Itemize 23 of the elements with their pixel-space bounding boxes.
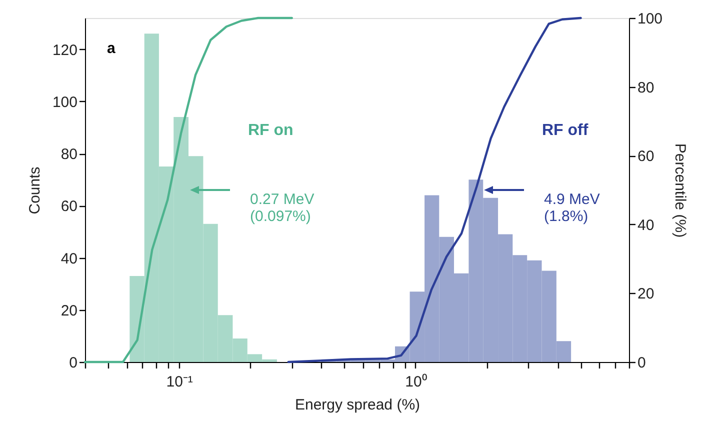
- text: RF off: [542, 122, 589, 139]
- x-tick-label: 10⁰: [405, 374, 427, 390]
- y2-tick-label: 0: [638, 354, 646, 372]
- y2-tick-label: 60: [638, 148, 654, 166]
- annotation: 4.9 MeV (1.8%): [544, 191, 600, 225]
- y2-axis-title: Percentile (%): [672, 143, 689, 238]
- annotation: a: [107, 40, 116, 57]
- y2-tick-label: 100: [638, 10, 663, 28]
- y2-tick-label: 80: [638, 79, 654, 96]
- y-axis-title: Counts: [26, 166, 44, 214]
- y-tick-label: 40: [60, 250, 78, 268]
- y-tick-label: 0: [69, 354, 78, 372]
- y-tick-label: 120: [52, 42, 78, 59]
- annotation: 0.27 MeV (0.097%): [250, 191, 314, 225]
- y-tick-label: 60: [60, 198, 78, 216]
- y-tick-label: 20: [60, 302, 78, 320]
- x-tick-label: 10⁻¹: [166, 374, 193, 390]
- y-tick-label: 80: [60, 146, 78, 164]
- y2-tick-label: 20: [638, 286, 654, 303]
- y2-tick-label: 40: [638, 216, 654, 234]
- y-tick-label: 100: [52, 94, 78, 111]
- text: RF on: [248, 122, 294, 139]
- x-axis-title: Energy spread (%): [294, 396, 420, 414]
